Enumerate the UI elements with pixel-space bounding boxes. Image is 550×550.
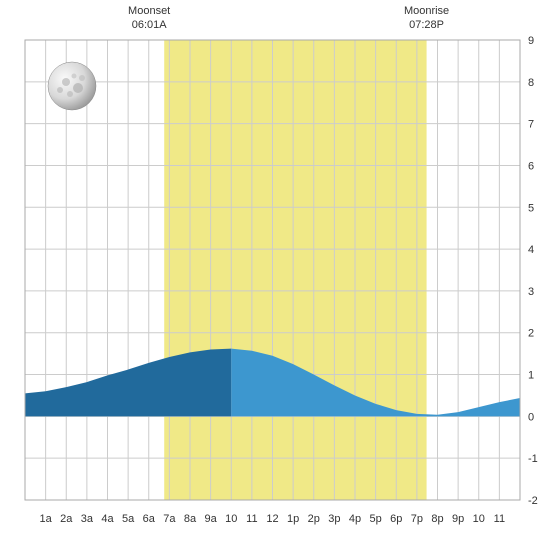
daylight-band bbox=[164, 40, 426, 500]
moon-icon bbox=[48, 62, 96, 110]
x-tick-label: 8p bbox=[431, 513, 443, 525]
x-tick-label: 8a bbox=[184, 513, 197, 525]
x-tick-label: 3a bbox=[81, 513, 94, 525]
y-tick-label: 8 bbox=[528, 77, 534, 89]
x-tick-label: 5p bbox=[370, 513, 382, 525]
x-tick-label: 5a bbox=[122, 513, 135, 525]
x-tick-label: 7a bbox=[163, 513, 176, 525]
x-tick-label: 11 bbox=[494, 513, 505, 525]
x-tick-label: 2a bbox=[60, 513, 73, 525]
x-tick-label: 10 bbox=[225, 513, 237, 525]
moonrise-label-time: 07:28P bbox=[409, 19, 444, 31]
y-tick-label: 7 bbox=[528, 119, 534, 131]
y-tick-label: 2 bbox=[528, 328, 534, 340]
x-tick-label: 6a bbox=[143, 513, 156, 525]
moonset-label-title: Moonset bbox=[128, 5, 170, 17]
x-tick-label: 4p bbox=[349, 513, 361, 525]
x-tick-label: 9p bbox=[452, 513, 464, 525]
x-tick-label: 10 bbox=[473, 513, 485, 525]
y-tick-label: 4 bbox=[528, 244, 534, 256]
y-tick-label: 6 bbox=[528, 160, 534, 172]
y-tick-label: 9 bbox=[528, 35, 534, 47]
x-tick-label: 3p bbox=[328, 513, 340, 525]
y-tick-label: 0 bbox=[528, 411, 534, 423]
moonset-label-time: 06:01A bbox=[132, 19, 168, 31]
x-tick-label: 2p bbox=[308, 513, 320, 525]
moonrise-label-title: Moonrise bbox=[404, 5, 449, 17]
tide-chart: -2-101234567891a2a3a4a5a6a7a8a9a1011121p… bbox=[0, 0, 550, 550]
x-tick-label: 6p bbox=[390, 513, 402, 525]
x-tick-label: 9a bbox=[205, 513, 218, 525]
y-tick-label: 5 bbox=[528, 202, 534, 214]
x-tick-label: 4a bbox=[101, 513, 114, 525]
y-tick-label: -1 bbox=[528, 453, 538, 465]
y-tick-label: -2 bbox=[528, 495, 538, 507]
x-tick-label: 7p bbox=[411, 513, 423, 525]
x-tick-label: 1a bbox=[40, 513, 53, 525]
chart-svg: -2-101234567891a2a3a4a5a6a7a8a9a1011121p… bbox=[0, 0, 550, 550]
y-tick-label: 1 bbox=[528, 370, 534, 382]
x-tick-label: 12 bbox=[266, 513, 278, 525]
x-tick-label: 1p bbox=[287, 513, 299, 525]
x-tick-label: 11 bbox=[246, 513, 257, 525]
y-tick-label: 3 bbox=[528, 286, 534, 298]
